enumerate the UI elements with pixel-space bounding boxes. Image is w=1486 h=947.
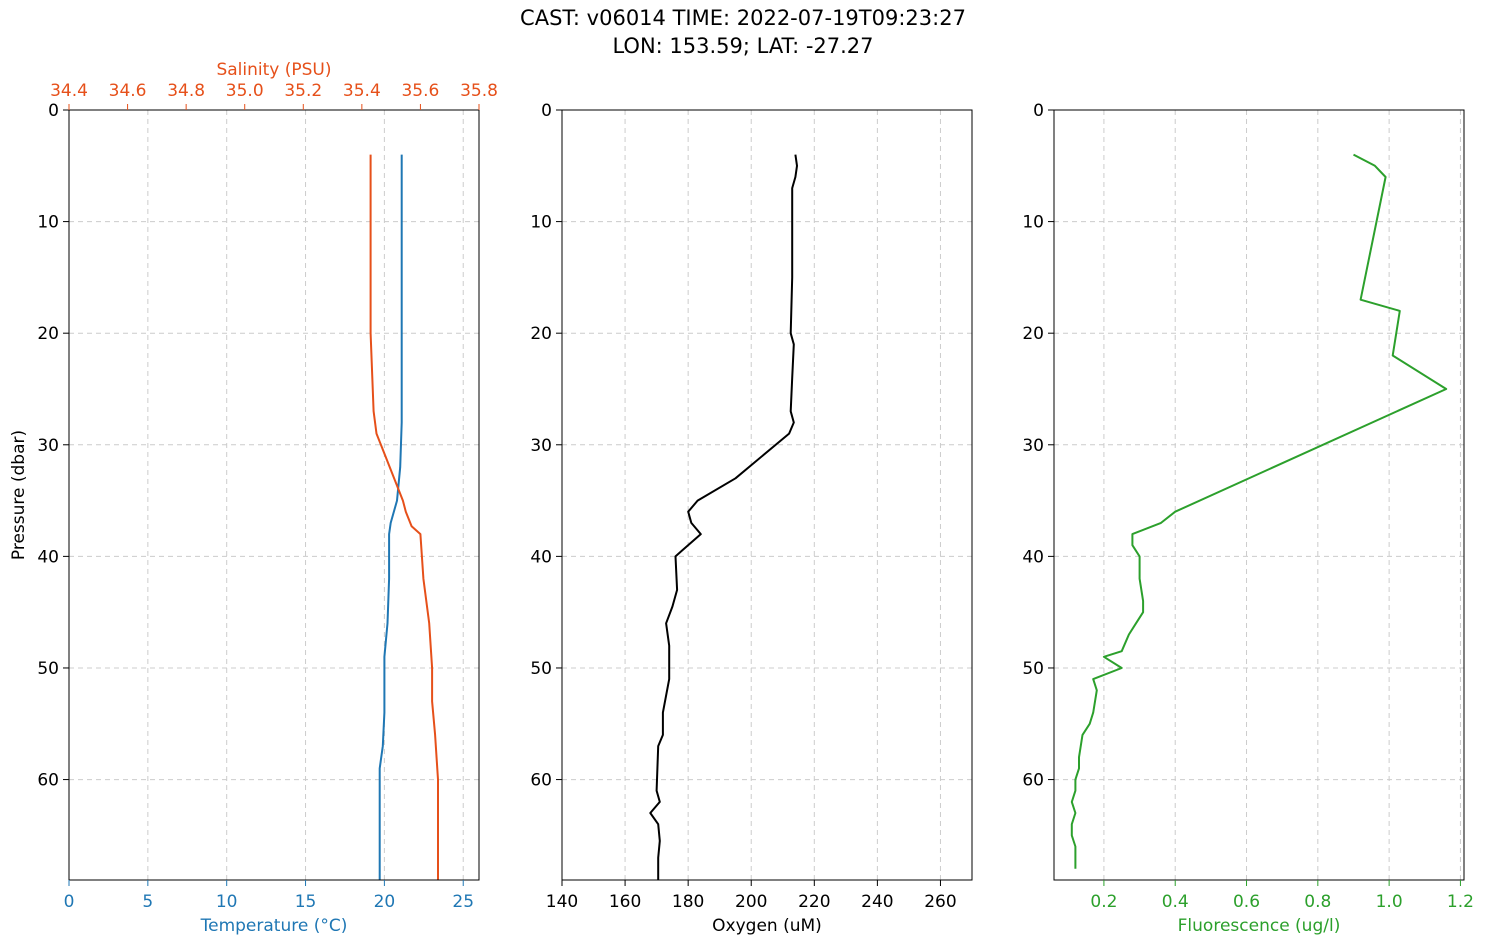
panel1-top-x-tick-label: 35.2 bbox=[284, 81, 322, 101]
panel2-y-tick-label: 40 bbox=[530, 547, 552, 567]
panel3-x-tick-label: 0.8 bbox=[1304, 892, 1331, 912]
panel2-y-tick-label: 60 bbox=[530, 771, 552, 791]
panel2-frame bbox=[561, 109, 973, 881]
panel3-y-tick-label: 60 bbox=[1022, 771, 1044, 791]
panel1-x-tick-label: 10 bbox=[216, 892, 238, 912]
panel1-x-tick-label: 20 bbox=[374, 892, 396, 912]
panel3-y-tick-label: 30 bbox=[1022, 436, 1044, 456]
panel2-x-tick-label: 180 bbox=[672, 892, 704, 912]
figure-title-line1: CAST: v06014 TIME: 2022-07-19T09:23:27 bbox=[520, 6, 966, 30]
panel2-y-tick-label: 10 bbox=[530, 213, 552, 233]
panel2-x-tick-label: 220 bbox=[798, 892, 830, 912]
panel1-top-x-tick-label: 34.4 bbox=[50, 81, 88, 101]
panel1-top-x-axis-label: Salinity (PSU) bbox=[216, 60, 331, 80]
panel1-frame bbox=[68, 109, 480, 881]
figure-title-line2: LON: 153.59; LAT: -27.27 bbox=[612, 34, 874, 58]
panel1-x-axis-label: Temperature (°C) bbox=[200, 916, 348, 936]
panel3-frame bbox=[1053, 109, 1465, 881]
panel3-x-tick-label: 0.6 bbox=[1233, 892, 1260, 912]
panel1-top-x-tick-label: 34.6 bbox=[109, 81, 147, 101]
panel2-x-tick-label: 200 bbox=[735, 892, 767, 912]
panel2-x-tick-label: 140 bbox=[546, 892, 578, 912]
panel1-series-temperature-line bbox=[378, 154, 403, 880]
panel2-y-tick-label: 30 bbox=[530, 436, 552, 456]
panel1-top-x-tick-label: 35.8 bbox=[460, 81, 498, 101]
panel3-y-tick-label: 0 bbox=[1033, 101, 1044, 121]
panel1-y-tick-label: 20 bbox=[37, 324, 59, 344]
panel3-y-tick-label: 10 bbox=[1022, 213, 1044, 233]
panel3-x-tick-label: 1.2 bbox=[1447, 892, 1474, 912]
panel1-y-tick-label: 60 bbox=[37, 771, 59, 791]
panel1-y-tick-label: 10 bbox=[37, 213, 59, 233]
panel3-x-tick-label: 0.2 bbox=[1090, 892, 1117, 912]
panel2-x-tick-label: 240 bbox=[861, 892, 893, 912]
panel1-y-axis-label: Pressure (dbar) bbox=[9, 430, 29, 560]
panel3-x-axis-label: Fluorescence (ug/l) bbox=[1178, 916, 1341, 936]
panel3-y-tick-label: 50 bbox=[1022, 659, 1044, 679]
panel1-y-tick-label: 30 bbox=[37, 436, 59, 456]
panel2-y-tick-label: 50 bbox=[530, 659, 552, 679]
panel2-y-tick-label: 0 bbox=[541, 101, 552, 121]
panel1-top-x-tick-label: 35.4 bbox=[343, 81, 381, 101]
panel1-x-tick-label: 25 bbox=[452, 892, 474, 912]
panel3-y-tick-label: 40 bbox=[1022, 547, 1044, 567]
panel2-x-axis-label: Oxygen (uM) bbox=[712, 916, 822, 936]
panel1-y-tick-label: 0 bbox=[48, 101, 59, 121]
panel1-x-tick-label: 15 bbox=[295, 892, 317, 912]
panel1-y-tick-label: 50 bbox=[37, 659, 59, 679]
panel3-series-fluorescence-line bbox=[1070, 153, 1448, 869]
panel1-top-x-tick-label: 35.0 bbox=[226, 81, 264, 101]
panel2-y-tick-label: 20 bbox=[530, 324, 552, 344]
panel1-top-x-tick-label: 34.8 bbox=[167, 81, 205, 101]
panel2-series-oxygen-line bbox=[649, 154, 798, 880]
panel3-x-tick-label: 1.0 bbox=[1376, 892, 1403, 912]
panel2-x-tick-label: 160 bbox=[609, 892, 641, 912]
panel2-x-tick-label: 260 bbox=[924, 892, 956, 912]
panel3-x-tick-label: 0.4 bbox=[1162, 892, 1189, 912]
panel1-y-tick-label: 40 bbox=[37, 547, 59, 567]
panel1-top-x-tick-label: 35.6 bbox=[401, 81, 439, 101]
panel3-y-tick-label: 20 bbox=[1022, 324, 1044, 344]
panel1-series-salinity-line bbox=[369, 154, 439, 880]
panel1-x-tick-label: 0 bbox=[64, 892, 75, 912]
panel1-x-tick-label: 5 bbox=[142, 892, 153, 912]
